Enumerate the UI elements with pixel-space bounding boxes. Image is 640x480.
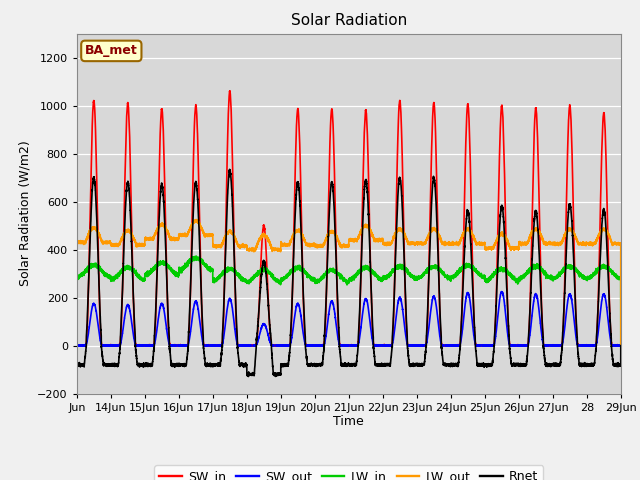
LW_in — [317, 276, 324, 282]
SW_in — [214, 343, 221, 348]
LW_in — [617, 343, 625, 348]
SW_out — [317, 343, 324, 348]
LW_in — [193, 253, 200, 259]
SW_in — [547, 342, 555, 348]
SW_in — [240, 343, 248, 348]
Rnet — [317, 361, 325, 367]
Rnet — [226, 167, 234, 172]
Line: SW_out: SW_out — [77, 292, 621, 346]
SW_in — [73, 343, 81, 348]
LW_in — [73, 274, 81, 279]
LW_in — [481, 276, 489, 281]
Rnet — [482, 362, 490, 368]
Rnet — [547, 362, 555, 368]
SW_in — [617, 343, 625, 348]
Title: Solar Radiation: Solar Radiation — [291, 13, 407, 28]
LW_out — [481, 246, 489, 252]
SW_out — [73, 343, 81, 348]
LW_out — [214, 242, 221, 248]
Rnet — [214, 361, 221, 367]
SW_in — [92, 142, 100, 147]
LW_out — [547, 240, 555, 246]
SW_in — [73, 343, 81, 348]
SW_out — [481, 343, 489, 348]
SW_in — [482, 343, 490, 348]
LW_out — [317, 243, 324, 249]
Rnet — [73, 363, 81, 369]
Rnet — [244, 373, 252, 379]
LW_out — [240, 244, 248, 250]
SW_out — [547, 343, 555, 348]
SW_out — [498, 289, 506, 295]
SW_in — [317, 343, 325, 348]
Line: LW_in: LW_in — [77, 256, 621, 346]
Text: BA_met: BA_met — [85, 44, 138, 58]
LW_out — [73, 239, 81, 245]
Y-axis label: Solar Radiation (W/m2): Solar Radiation (W/m2) — [19, 141, 32, 287]
SW_out — [240, 343, 248, 348]
Line: LW_out: LW_out — [77, 219, 621, 346]
SW_out — [617, 343, 625, 348]
SW_out — [214, 343, 221, 348]
LW_out — [192, 216, 200, 222]
X-axis label: Time: Time — [333, 415, 364, 429]
LW_in — [547, 276, 555, 282]
Line: SW_in: SW_in — [77, 91, 621, 346]
LW_out — [92, 227, 100, 233]
SW_in — [226, 88, 234, 94]
Legend: SW_in, SW_out, LW_in, LW_out, Rnet: SW_in, SW_out, LW_in, LW_out, Rnet — [154, 465, 543, 480]
LW_out — [617, 343, 625, 348]
SW_out — [92, 307, 100, 312]
Rnet — [92, 195, 100, 201]
Rnet — [240, 361, 248, 367]
LW_in — [92, 261, 100, 266]
LW_in — [240, 277, 248, 283]
Line: Rnet: Rnet — [77, 169, 621, 376]
Rnet — [617, 343, 625, 348]
LW_in — [214, 276, 221, 281]
